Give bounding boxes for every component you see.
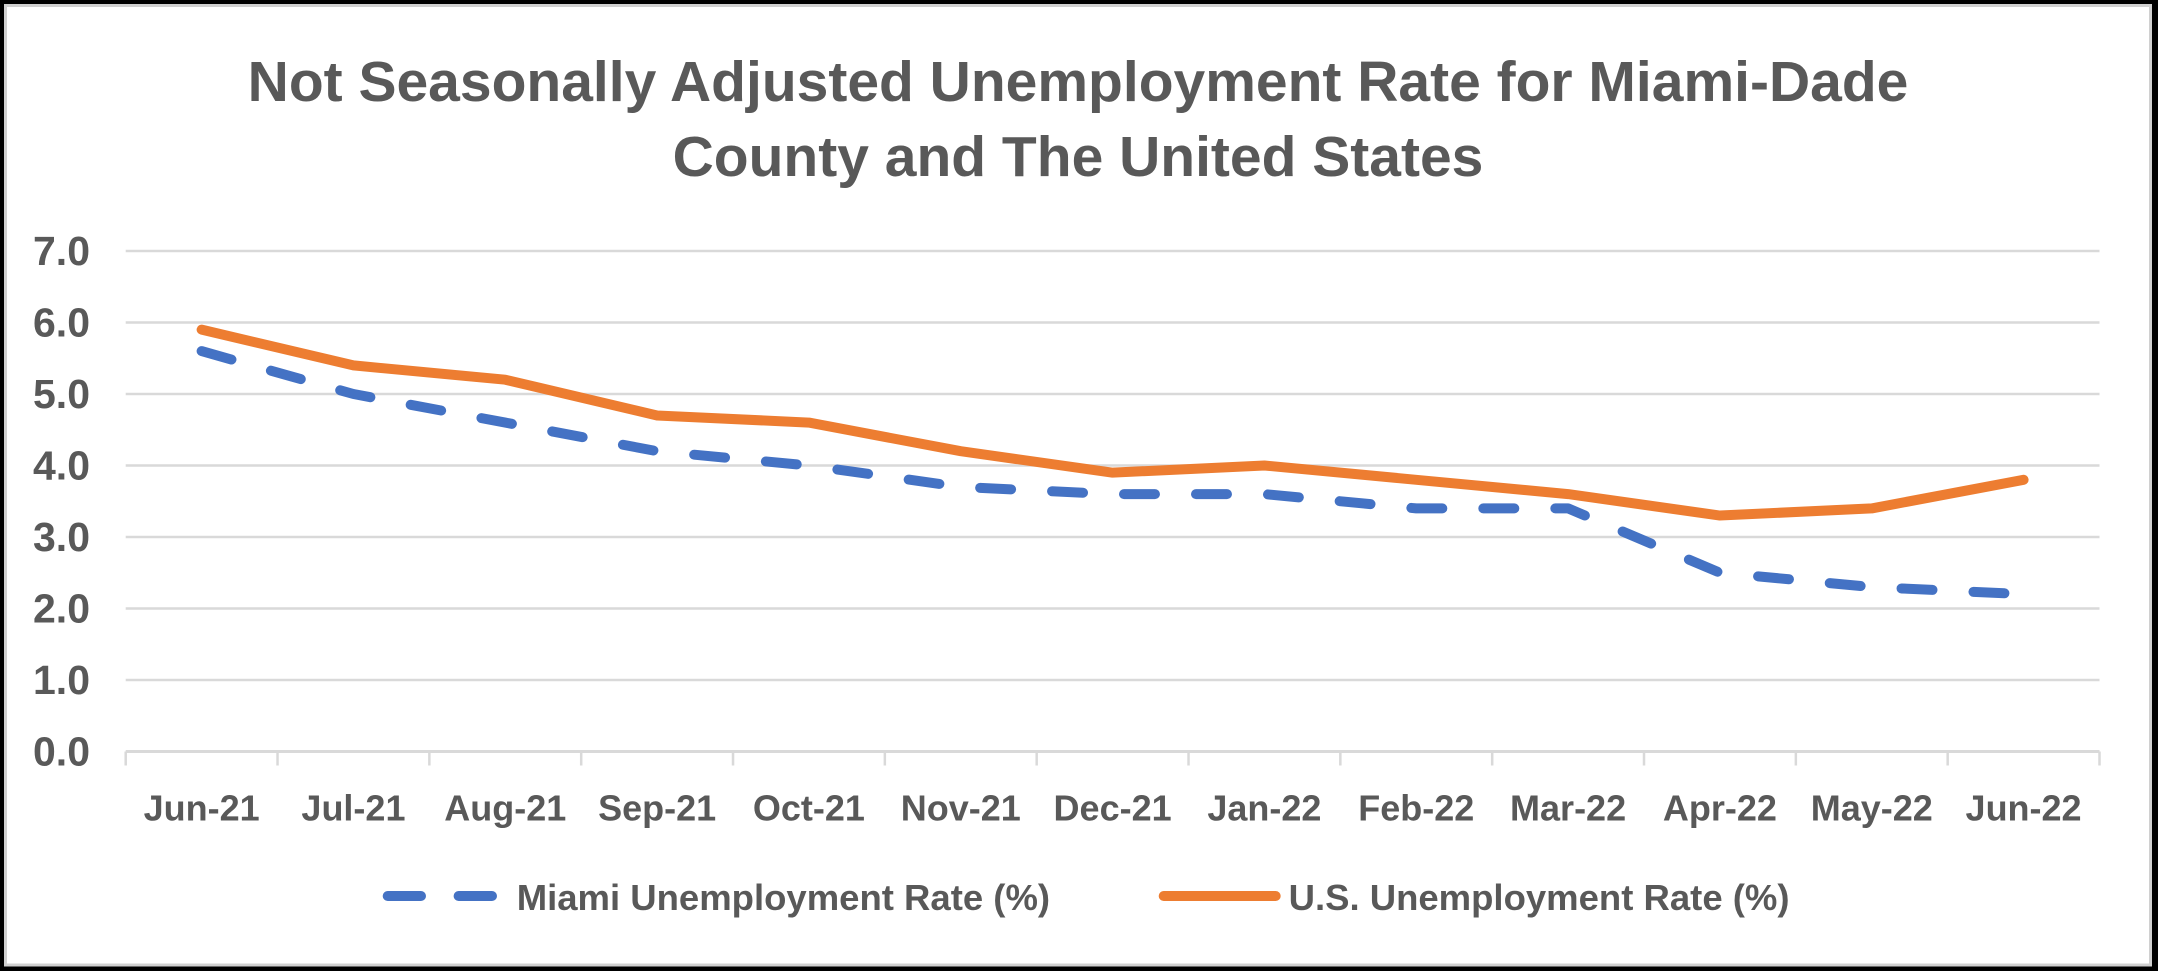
svg-text:Miami Unemployment Rate (%): Miami Unemployment Rate (%) (517, 877, 1050, 918)
svg-text:Feb-22: Feb-22 (1358, 788, 1474, 829)
svg-text:6.0: 6.0 (33, 300, 90, 346)
svg-text:U.S. Unemployment Rate (%): U.S. Unemployment Rate (%) (1289, 877, 1790, 918)
svg-text:Jan-22: Jan-22 (1207, 788, 1321, 829)
svg-text:Sep-21: Sep-21 (598, 788, 716, 829)
svg-text:Nov-21: Nov-21 (901, 788, 1021, 829)
svg-text:Not Seasonally Adjusted Unempl: Not Seasonally Adjusted Unemployment Rat… (248, 50, 1909, 114)
svg-text:Aug-21: Aug-21 (444, 788, 566, 829)
svg-text:0.0: 0.0 (33, 729, 90, 775)
svg-text:Jul-21: Jul-21 (301, 788, 405, 829)
svg-text:Apr-22: Apr-22 (1663, 788, 1777, 829)
svg-text:Jun-21: Jun-21 (144, 788, 260, 829)
svg-text:Oct-21: Oct-21 (753, 788, 865, 829)
svg-text:1.0: 1.0 (33, 657, 90, 703)
svg-text:May-22: May-22 (1811, 788, 1933, 829)
svg-text:3.0: 3.0 (33, 514, 90, 560)
svg-text:County and The United States: County and The United States (673, 125, 1484, 189)
svg-text:2.0: 2.0 (33, 586, 90, 632)
svg-text:Dec-21: Dec-21 (1054, 788, 1172, 829)
svg-text:7.0: 7.0 (33, 228, 90, 274)
svg-text:5.0: 5.0 (33, 371, 90, 417)
svg-text:Mar-22: Mar-22 (1510, 788, 1626, 829)
svg-text:4.0: 4.0 (33, 443, 90, 489)
svg-text:Jun-22: Jun-22 (1966, 788, 2082, 829)
